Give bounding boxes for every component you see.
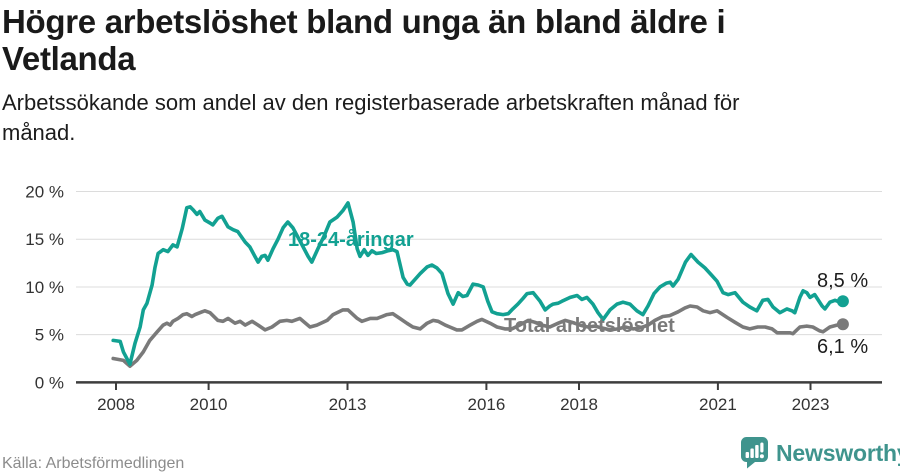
series-label-total: Total arbetslöshet (504, 315, 675, 337)
exclamation-bar (760, 442, 764, 453)
chart-generated-layer: 0 % 5 % 10 % 15 % 20 % 2008 2010 2013 2016 2018 20… (25, 182, 882, 414)
chart-subtitle-line-2: månad. (2, 120, 76, 145)
x-tick-label: 2023 (792, 395, 830, 414)
newsworthy-logo: Newsworthy (741, 437, 900, 469)
y-tick-label: 20 % (25, 182, 64, 201)
x-tick-label: 2013 (329, 395, 367, 414)
source-credit: Källa: Arbetsförmedlingen (2, 455, 185, 472)
chart-subtitle-line-1: Arbetssökande som andel av den registerb… (2, 90, 740, 115)
newsworthy-logo-icon (741, 437, 768, 469)
page-title-line-2: Vetlanda (2, 40, 136, 77)
y-tick-label: 15 % (25, 230, 64, 249)
x-tick-label: 2010 (190, 395, 228, 414)
chart-annotations: 18-24-åringar Total arbetslöshet 8,5 % 6… (288, 228, 868, 358)
x-tick-label: 2018 (560, 395, 598, 414)
series-line-total (111, 304, 845, 369)
x-tick-label: 2021 (699, 395, 737, 414)
series-end-dot-youth (836, 295, 849, 308)
series-label-youth: 18-24-åringar (288, 228, 414, 251)
end-value-label-youth: 8,5 % (817, 270, 868, 292)
exclamation-dot (759, 454, 764, 459)
bar-chart-bar-small (745, 452, 749, 458)
page-title-line-1: Högre arbetslöshet bland unga än bland ä… (2, 3, 726, 40)
series-line-youth (111, 201, 845, 367)
page-title: Högre arbetslöshet bland unga än bland ä… (2, 3, 726, 77)
y-tick-label: 5 % (35, 326, 64, 345)
brand-name: Newsworthy (776, 439, 900, 466)
y-tick-label: 10 % (25, 278, 64, 297)
chart-subtitle: Arbetssökande som andel av den registerb… (2, 88, 739, 148)
x-tick-label: 2016 (467, 395, 505, 414)
bar-chart-bar-tall (755, 445, 759, 458)
end-value-label-total: 6,1 % (817, 336, 868, 358)
y-tick-label: 0 % (35, 373, 64, 392)
speech-bubble-shape (741, 437, 768, 469)
series-end-dot-total (836, 318, 849, 331)
x-tick-label: 2008 (97, 395, 135, 414)
bar-chart-bar-medium (750, 448, 754, 458)
